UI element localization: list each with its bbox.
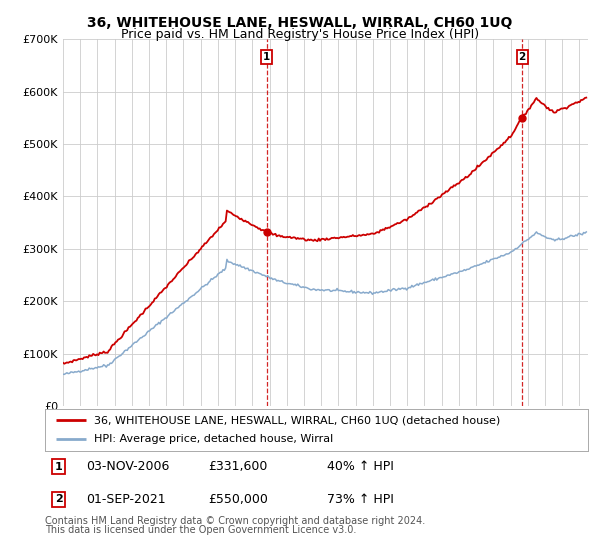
Text: 73% ↑ HPI: 73% ↑ HPI [328,493,394,506]
Text: Contains HM Land Registry data © Crown copyright and database right 2024.: Contains HM Land Registry data © Crown c… [45,516,425,526]
Text: 2: 2 [518,52,526,62]
Text: 1: 1 [55,461,62,472]
Text: 36, WHITEHOUSE LANE, HESWALL, WIRRAL, CH60 1UQ: 36, WHITEHOUSE LANE, HESWALL, WIRRAL, CH… [88,16,512,30]
Text: 01-SEP-2021: 01-SEP-2021 [86,493,166,506]
Text: 03-NOV-2006: 03-NOV-2006 [86,460,169,473]
Text: 36, WHITEHOUSE LANE, HESWALL, WIRRAL, CH60 1UQ (detached house): 36, WHITEHOUSE LANE, HESWALL, WIRRAL, CH… [94,415,500,425]
Text: HPI: Average price, detached house, Wirral: HPI: Average price, detached house, Wirr… [94,435,333,445]
Text: This data is licensed under the Open Government Licence v3.0.: This data is licensed under the Open Gov… [45,525,356,535]
Text: Price paid vs. HM Land Registry's House Price Index (HPI): Price paid vs. HM Land Registry's House … [121,28,479,41]
Text: 2: 2 [55,494,62,505]
Text: £550,000: £550,000 [208,493,268,506]
Text: 1: 1 [263,52,271,62]
Text: 40% ↑ HPI: 40% ↑ HPI [328,460,394,473]
Text: £331,600: £331,600 [208,460,267,473]
